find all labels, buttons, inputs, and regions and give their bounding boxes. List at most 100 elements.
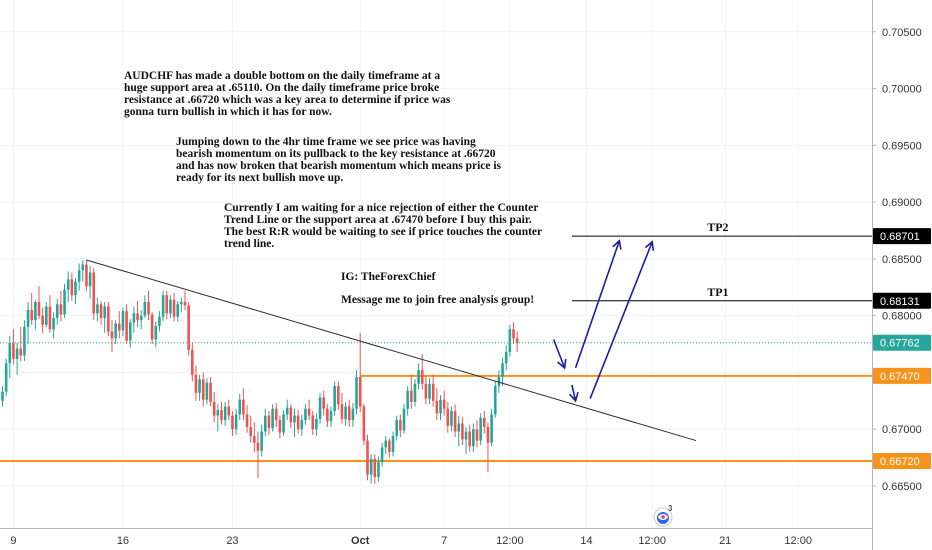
candle-body — [264, 415, 267, 432]
candle-body — [74, 281, 77, 296]
candle-body — [30, 309, 33, 321]
candle-body — [468, 431, 471, 447]
candle-body — [344, 406, 347, 419]
candle-body — [377, 462, 380, 477]
candle-body — [388, 440, 391, 452]
x-tick-label: 7 — [441, 535, 447, 547]
candle-body — [271, 408, 274, 429]
candle-body — [191, 349, 194, 375]
y-tick-label: 0.69000 — [882, 197, 922, 209]
candle-body — [26, 309, 30, 328]
price-tag-label: 0.67470 — [880, 371, 920, 383]
horizontal-levels — [0, 235, 872, 463]
candles — [1, 260, 519, 484]
candle-body — [212, 401, 216, 416]
candle-body — [402, 408, 406, 431]
candle-body — [504, 352, 508, 364]
price-tag-label: 0.68701 — [880, 231, 920, 243]
tp-label: TP1 — [707, 285, 728, 299]
candle-body — [424, 383, 428, 399]
candle-body — [143, 302, 147, 316]
candle-body — [92, 272, 96, 314]
candle-body — [169, 299, 172, 314]
candle-body — [483, 417, 486, 427]
candle-body — [293, 415, 296, 423]
candle-body — [464, 431, 468, 440]
candle-body — [48, 306, 52, 330]
candle-body — [380, 447, 384, 463]
candle-body — [439, 399, 442, 414]
price-tag-label: 0.67762 — [880, 338, 920, 350]
candle-body — [99, 304, 103, 318]
x-tick-label: 23 — [226, 535, 238, 547]
candle-body — [428, 383, 431, 399]
tradingview-logo: 3 — [653, 504, 673, 527]
price-tags: 0.68701 0.68131 0.67762 0.67470 0.66720 — [873, 228, 931, 470]
candle-body — [172, 299, 176, 317]
svg-text:3: 3 — [668, 504, 673, 513]
candle-body — [472, 429, 475, 447]
price-tag-label: 0.68131 — [880, 296, 920, 308]
candle-body — [198, 379, 201, 393]
candle-body — [249, 426, 252, 437]
candle-body — [59, 304, 63, 315]
candle-body — [85, 264, 88, 287]
arrow-shaft — [552, 339, 566, 369]
candle-body — [37, 302, 41, 316]
candle-body — [121, 311, 125, 331]
candle-body — [165, 295, 169, 314]
candle-body — [245, 414, 249, 427]
candle-body — [52, 317, 55, 330]
candle-body — [453, 411, 457, 432]
analysis-note-2: Jumping down to the 4hr time frame we se… — [176, 136, 502, 184]
candle-body — [242, 399, 245, 415]
candle-body — [435, 400, 439, 414]
candle-body — [366, 440, 369, 475]
candle-body — [12, 342, 15, 359]
candle-body — [267, 415, 271, 429]
candle-body — [41, 315, 44, 325]
candle-body — [77, 270, 81, 282]
candle-body — [4, 363, 8, 392]
candle-body — [304, 408, 307, 421]
candle-body — [493, 386, 497, 415]
analysis-note-3: Currently I am waiting for a nice reject… — [224, 202, 543, 250]
candle-body — [256, 442, 260, 451]
candle-body — [63, 289, 66, 315]
candle-body — [227, 406, 231, 416]
price-tag — [873, 334, 931, 351]
candle-body — [114, 323, 117, 339]
candle-body — [307, 408, 311, 416]
candle-body — [187, 305, 190, 350]
candle-body — [180, 302, 183, 305]
candle-body — [274, 408, 278, 421]
candle-body — [515, 338, 519, 343]
candle-body — [384, 440, 388, 448]
candle-body — [351, 408, 355, 421]
candle-body — [333, 386, 336, 412]
x-tick-label: 14 — [580, 535, 592, 547]
y-tick-label: 0.70500 — [882, 27, 922, 39]
candle-body — [501, 363, 504, 377]
candle-body — [209, 382, 212, 402]
candle-body — [479, 417, 482, 441]
candle-body — [216, 409, 220, 416]
candle-body — [158, 316, 161, 326]
candle-body — [150, 314, 154, 340]
candle-body — [512, 329, 515, 339]
candle-body — [461, 423, 464, 440]
arrow-shaft — [589, 241, 653, 399]
y-tick-label: 0.70000 — [882, 84, 922, 96]
arrow-head — [568, 391, 579, 403]
candle-body — [358, 376, 362, 407]
candle-body — [201, 379, 205, 400]
candle-body — [147, 302, 150, 315]
price-tag — [873, 292, 931, 309]
promo-message: Message me to join free analysis group! — [341, 294, 535, 306]
candle-body — [260, 431, 263, 451]
candle-body — [431, 383, 435, 401]
candle-body — [238, 399, 242, 415]
candle-body — [399, 420, 402, 431]
candle-body — [340, 404, 344, 419]
